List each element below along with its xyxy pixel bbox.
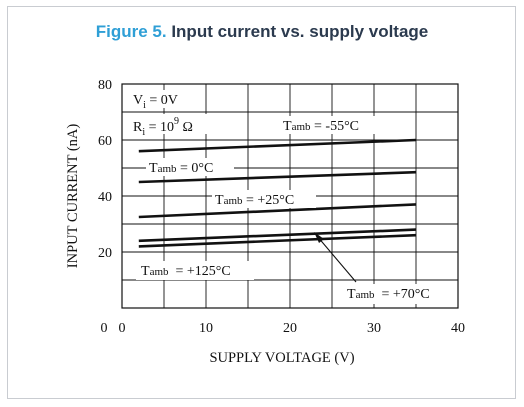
x-tick-label: 10 xyxy=(199,321,213,336)
label-m55-sub: amb xyxy=(292,121,311,133)
label-p70-text: Tamb = +70°C xyxy=(347,287,430,302)
plot-frame xyxy=(121,83,459,309)
label-p25-sub: amb xyxy=(224,195,243,207)
label-p25-t: T xyxy=(215,193,224,208)
label-z0-bg xyxy=(146,158,234,176)
vi-condition: Vi = 0V xyxy=(128,90,188,111)
label-p70-t: T xyxy=(347,287,356,302)
x-tick-label: 30 xyxy=(367,321,381,336)
label-p125-text: Tamb = +125°C xyxy=(141,264,231,279)
chart-series xyxy=(138,138,417,248)
label-z0-t: T xyxy=(149,161,158,176)
x-tick-label: 40 xyxy=(451,321,465,336)
label-p25-bg xyxy=(212,190,316,208)
label-p70-sub: amb xyxy=(356,289,375,301)
series-line-2 xyxy=(138,203,417,219)
ri-condition: Ri = 109 Ω xyxy=(128,114,208,138)
label-m55-bg xyxy=(280,116,376,134)
label-p125-sub: amb xyxy=(150,266,169,278)
label-p125: Tamb = +125°C xyxy=(136,261,254,280)
figure-label: Figure 5. xyxy=(95,22,167,41)
label-m55-text: Tamb = -55°C xyxy=(283,119,359,134)
label-p125-bg xyxy=(136,261,254,280)
ri-equals: = 10 xyxy=(145,120,174,135)
label-m55-value: = -55°C xyxy=(311,119,360,134)
label-p70-bg xyxy=(342,284,454,304)
figure-title: Figure 5. Input current vs. supply volta… xyxy=(0,22,524,42)
x-tick-label: 0 xyxy=(119,321,126,336)
ri-exponent: 9 xyxy=(174,116,179,127)
label-z0-sub: amb xyxy=(158,163,177,175)
series-line-4 xyxy=(138,233,417,248)
y-tick-label: 40 xyxy=(98,190,112,205)
vi-value: = 0V xyxy=(146,93,178,108)
ri-symbol: R xyxy=(133,120,143,135)
label-z0: Tamb = 0°C xyxy=(146,158,234,176)
y-tick-label: 0 xyxy=(101,321,108,336)
ri-unit: Ω xyxy=(179,120,193,135)
label-p125-value: = +125°C xyxy=(169,264,231,279)
series-line-0 xyxy=(138,138,417,153)
vi-bg xyxy=(128,90,188,108)
label-p25-value: = +25°C xyxy=(243,193,295,208)
vi-symbol: V xyxy=(133,93,143,108)
y-tick-label: 60 xyxy=(98,134,112,149)
label-z0-text: Tamb = 0°C xyxy=(149,161,213,176)
vi-subscript: i xyxy=(143,100,146,111)
label-m55-t: T xyxy=(283,119,292,134)
label-m55: Tamb = -55°C xyxy=(280,116,376,134)
label-p70: Tamb = +70°C xyxy=(314,232,454,304)
label-p70-arrowhead xyxy=(314,232,324,243)
figure-caption: Input current vs. supply voltage xyxy=(171,22,429,41)
label-p70-value: = +70°C xyxy=(375,287,430,302)
tick-labels: 0 10 20 30 40 0 20 40 60 80 xyxy=(98,78,465,336)
label-p125-t: T xyxy=(141,264,150,279)
ri-text: Ri = 109 Ω xyxy=(133,116,193,138)
y-tick-label: 20 xyxy=(98,246,112,261)
ri-bg xyxy=(128,114,208,134)
series-line-1 xyxy=(138,170,417,184)
ri-subscript: i xyxy=(142,127,145,138)
label-p25-text: Tamb = +25°C xyxy=(215,193,294,208)
label-z0-value: = 0°C xyxy=(177,161,214,176)
vi-text: Vi = 0V xyxy=(133,93,178,111)
y-axis-label: INPUT CURRENT (nA) xyxy=(65,124,81,269)
series-line-3 xyxy=(138,228,417,243)
y-tick-label: 80 xyxy=(98,78,112,93)
label-p25: Tamb = +25°C xyxy=(212,190,316,208)
x-tick-label: 20 xyxy=(283,321,297,336)
x-axis-label: SUPPLY VOLTAGE (V) xyxy=(209,350,354,366)
label-p70-leader xyxy=(316,235,357,283)
